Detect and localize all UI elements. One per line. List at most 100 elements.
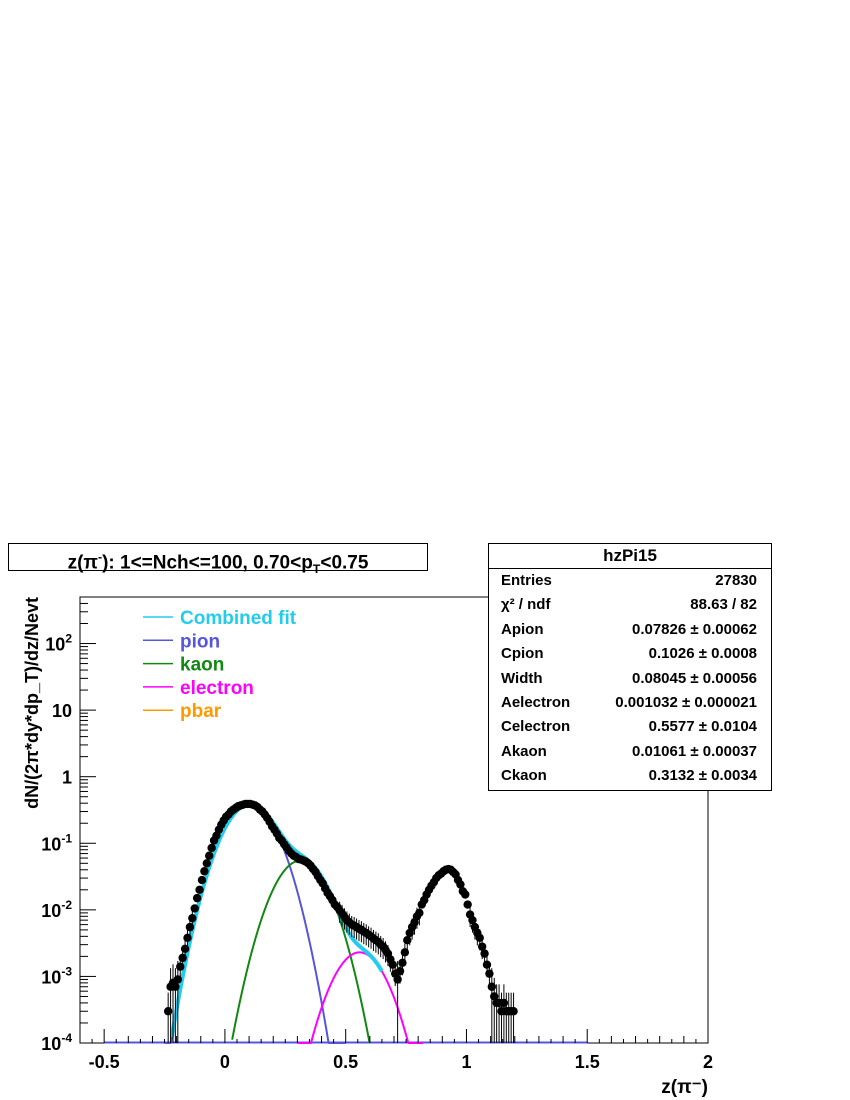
stats-row: Ckaon 0.3132 ± 0.0034 <box>489 764 771 788</box>
stats-value: 0.5577 ± 0.0104 <box>648 718 757 736</box>
title-sub: T <box>312 562 321 577</box>
data-point <box>463 900 472 909</box>
stats-key: χ² / ndf <box>501 596 551 614</box>
stats-value: 0.001032 ± 0.000021 <box>615 693 757 711</box>
y-axis-label: dN/(2π*dy*dp_T)/dz/Nevt <box>22 597 42 809</box>
stats-row: Akaon 0.01061 ± 0.00037 <box>489 740 771 764</box>
stats-row: Cpion 0.1026 ± 0.0008 <box>489 642 771 666</box>
legend-label: pbar <box>180 701 222 722</box>
point-marker <box>480 949 489 958</box>
stats-box: hzPi15 Entries 27830 χ² / ndf 88.63 / 82 Api… <box>488 543 772 791</box>
y-tick-label: 10-1 <box>41 831 72 854</box>
point-marker <box>400 948 410 957</box>
stats-value: 0.3132 ± 0.0034 <box>648 767 757 785</box>
point-marker <box>463 900 472 909</box>
stats-value: 0.07826 ± 0.00062 <box>631 620 757 638</box>
point-marker <box>388 960 397 969</box>
data-point <box>202 859 212 868</box>
y-tick-label: 10-2 <box>41 898 72 921</box>
stats-key: Aelectron <box>501 693 571 711</box>
point-marker <box>183 933 192 943</box>
point-marker <box>395 966 405 976</box>
stats-row: Apion 0.07826 ± 0.00062 <box>489 618 771 642</box>
electron-curve <box>297 951 423 1044</box>
point-marker <box>415 908 424 918</box>
stats-key: Entries <box>501 572 552 589</box>
data-point <box>192 893 202 903</box>
stats-key: Width <box>501 669 543 687</box>
point-marker <box>195 885 204 895</box>
x-tick-label: 0.5 <box>333 1052 358 1072</box>
point-marker <box>173 975 183 984</box>
axes: -0.5 0 0.5 1 1.5 2 10-4 10-3 10-2 10-1 1 10 102 z(π⁻)… <box>22 596 713 1098</box>
point-marker <box>171 982 180 991</box>
y-tick-label: 10-3 <box>41 964 72 987</box>
legend-entry: pbar <box>143 701 222 722</box>
y-tick-label: 102 <box>45 632 72 655</box>
point-marker <box>487 982 497 991</box>
x-tick-label: 0 <box>220 1052 230 1072</box>
stats-row: χ² / ndf 88.63 / 82 <box>489 593 771 617</box>
point-marker <box>202 859 212 868</box>
x-tick-label: 1.5 <box>575 1052 600 1072</box>
y-tick-label: 10 <box>52 701 72 721</box>
legend-label: electron <box>180 678 254 699</box>
legend-label: pion <box>180 631 220 652</box>
data-point <box>207 843 216 853</box>
x-tick-label: -0.5 <box>89 1052 120 1072</box>
point-marker <box>205 851 214 860</box>
point-marker <box>176 962 185 971</box>
chart-title: z(π-): 1<=Nch<=100, 0.70<pT<0.75 <box>8 543 428 576</box>
stats-value: 0.01061 ± 0.00037 <box>631 742 757 760</box>
point-marker <box>398 958 407 968</box>
point-marker <box>163 1007 173 1016</box>
legend-label: kaon <box>180 655 224 676</box>
point-marker <box>456 880 465 889</box>
point-marker <box>178 953 187 963</box>
y-tick-label: 10-4 <box>41 1031 72 1054</box>
stats-key: Akaon <box>501 742 547 760</box>
stats-row: Aelectron 0.001032 ± 0.000021 <box>489 691 771 715</box>
x-tick-label: 1 <box>461 1052 471 1072</box>
data-point <box>205 851 214 860</box>
y-tick-label: 1 <box>62 768 72 788</box>
point-marker <box>509 1007 518 1016</box>
stats-key: Cpion <box>501 645 544 663</box>
stats-value: 88.63 / 82 <box>690 596 757 614</box>
point-marker <box>461 890 470 899</box>
data-point <box>456 880 465 889</box>
stats-row: Entries 27830 <box>489 569 771 593</box>
stats-row: Width 0.08045 ± 0.00056 <box>489 667 771 691</box>
point-marker <box>499 998 509 1008</box>
data-point <box>461 890 470 899</box>
point-marker <box>482 960 492 969</box>
legend-entry: electron <box>143 678 254 699</box>
x-axis-label: z(π⁻) <box>661 1077 708 1098</box>
point-marker <box>207 843 216 853</box>
stats-row: Celectron 0.5577 ± 0.0104 <box>489 715 771 739</box>
point-marker <box>403 935 412 945</box>
point-marker <box>197 875 207 885</box>
stats-name: hzPi15 <box>489 544 771 569</box>
legend-entry: Combined fit <box>143 608 297 629</box>
point-marker <box>485 969 494 978</box>
data-point <box>195 885 204 895</box>
data-point <box>509 992 518 1043</box>
point-marker <box>393 975 402 984</box>
stats-key: Apion <box>501 620 544 638</box>
title-mid: ): 1<=Nch<=100, 0.70<p <box>102 552 313 574</box>
title-suffix: <0.75 <box>320 552 369 574</box>
point-marker <box>185 922 195 932</box>
data-point <box>197 875 207 885</box>
point-marker <box>180 944 190 953</box>
data-point <box>188 909 197 931</box>
point-marker <box>190 904 199 913</box>
legend-label: Combined fit <box>180 608 297 629</box>
title-particle: π <box>83 552 98 574</box>
legend-entry: pion <box>143 631 220 652</box>
x-tick-label: 2 <box>703 1052 713 1072</box>
stats-key: Celectron <box>501 718 571 736</box>
stats-rows: Entries 27830 χ² / ndf 88.63 / 82 Apion 0.078… <box>489 569 771 789</box>
data-points <box>163 799 518 1043</box>
